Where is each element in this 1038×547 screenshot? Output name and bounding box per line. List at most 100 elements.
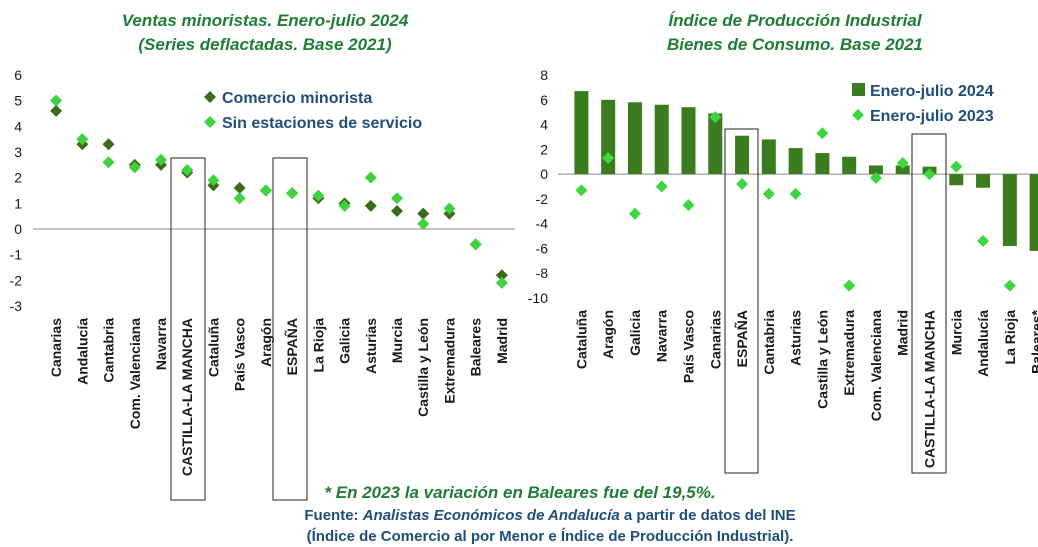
legend-label: Comercio minorista (222, 90, 372, 107)
marker (495, 269, 508, 282)
marker (338, 199, 351, 212)
bar (761, 139, 776, 175)
legend-swatch (204, 116, 216, 128)
highlight-box (911, 133, 947, 474)
y-tick-label: -6 (536, 240, 549, 256)
bar (627, 102, 642, 175)
marker (602, 152, 615, 165)
marker (286, 187, 299, 200)
marker (155, 153, 167, 166)
marker (181, 163, 194, 176)
bar (895, 165, 910, 175)
x-tick-label: Cataluña (573, 310, 589, 369)
y-tick-label: 1 (14, 195, 22, 211)
chart-subtitle: (Series deflactadas. Base 2021) (138, 35, 392, 54)
marker (869, 171, 882, 184)
marker (102, 156, 115, 169)
y-tick-label: -1 (10, 247, 23, 263)
x-tick-label: Navarra (654, 310, 670, 362)
marker (364, 171, 377, 184)
marker (233, 192, 246, 205)
y-tick-label: 5 (14, 93, 22, 109)
x-tick-label: Cantabria (101, 318, 117, 383)
y-tick-label: 6 (540, 92, 548, 108)
marker (207, 174, 220, 187)
marker (950, 160, 963, 173)
marker (469, 238, 482, 251)
marker (50, 104, 63, 117)
legend-swatch (204, 91, 216, 103)
marker (655, 180, 668, 193)
x-tick-label: Baleares (468, 318, 484, 377)
y-tick-label: 2 (14, 170, 22, 186)
bar (574, 91, 589, 175)
x-tick-label: La Rioja (1002, 310, 1018, 365)
bar (1002, 174, 1017, 246)
y-tick-label: 0 (14, 221, 22, 237)
marker (789, 187, 802, 200)
x-tick-label: ESPAÑA (733, 310, 750, 367)
x-tick-label: Galicia (337, 318, 353, 364)
marker (76, 133, 89, 146)
marker (709, 111, 722, 124)
y-tick-label: 0 (540, 166, 548, 182)
highlight-box (170, 157, 206, 501)
y-tick-label: -2 (10, 272, 23, 288)
marker (495, 276, 508, 289)
marker (736, 178, 749, 191)
x-tick-label: Galicia (627, 310, 643, 356)
y-tick-label: 4 (540, 117, 548, 133)
x-tick-label: Andalucía (74, 318, 90, 385)
marker (50, 94, 63, 107)
x-tick-label: País Vasco (232, 318, 248, 391)
marker (443, 202, 456, 215)
bar (815, 153, 830, 175)
source-rest: a partir de datos del INE (624, 507, 796, 524)
marker (102, 138, 115, 151)
marker (259, 184, 272, 197)
bar (949, 174, 964, 186)
source: Fuente: Analistas Económicos de Andalucí… (304, 507, 795, 524)
marker (417, 207, 430, 220)
x-tick-label: Extremadura (441, 318, 457, 404)
marker (417, 217, 430, 230)
x-tick-label: Murcia (389, 318, 405, 363)
x-tick-label: Castilla y León (814, 310, 830, 409)
bar (735, 135, 750, 175)
x-tick-label: CASTILLA-LA MANCHA (922, 310, 938, 468)
marker (128, 161, 141, 174)
marker (843, 279, 856, 292)
x-tick-label: Canarias (48, 318, 64, 377)
bar (654, 104, 669, 175)
highlight-box (724, 128, 759, 474)
x-tick-label: Aragón (600, 310, 616, 359)
x-tick-label: Murcia (948, 310, 964, 355)
bar (842, 156, 857, 175)
x-tick-label: ESPAÑA (283, 318, 300, 375)
x-tick-label: CASTILLA-LA MANCHA (179, 318, 195, 476)
marker (575, 184, 588, 197)
x-tick-label: País Vasco (681, 310, 697, 383)
y-tick-label: -3 (10, 298, 23, 314)
chart-subtitle: Bienes de Consumo. Base 2021 (667, 35, 923, 54)
marker (391, 192, 403, 205)
chart-title: Ventas minoristas. Enero-julio 2024 (122, 11, 409, 30)
marker (682, 199, 695, 212)
x-tick-label: Cataluña (205, 318, 221, 377)
bar (976, 174, 991, 188)
marker (391, 205, 403, 218)
y-tick-label: 2 (540, 141, 548, 157)
x-tick-label: Com. Valenciana (127, 318, 143, 429)
x-tick-label: Aragón (258, 318, 274, 367)
y-tick-label: -10 (528, 290, 548, 306)
marker (923, 168, 936, 181)
x-tick-label: Cantabria (761, 310, 777, 375)
marker (628, 207, 641, 220)
legend-swatch (852, 83, 865, 96)
legend-label: Enero-julio 2024 (870, 83, 994, 100)
x-tick-label: Asturias (788, 310, 804, 366)
x-tick-label: Andalucía (975, 310, 991, 377)
x-tick-label: Canarias (707, 310, 723, 369)
x-tick-label: Asturias (363, 318, 379, 374)
